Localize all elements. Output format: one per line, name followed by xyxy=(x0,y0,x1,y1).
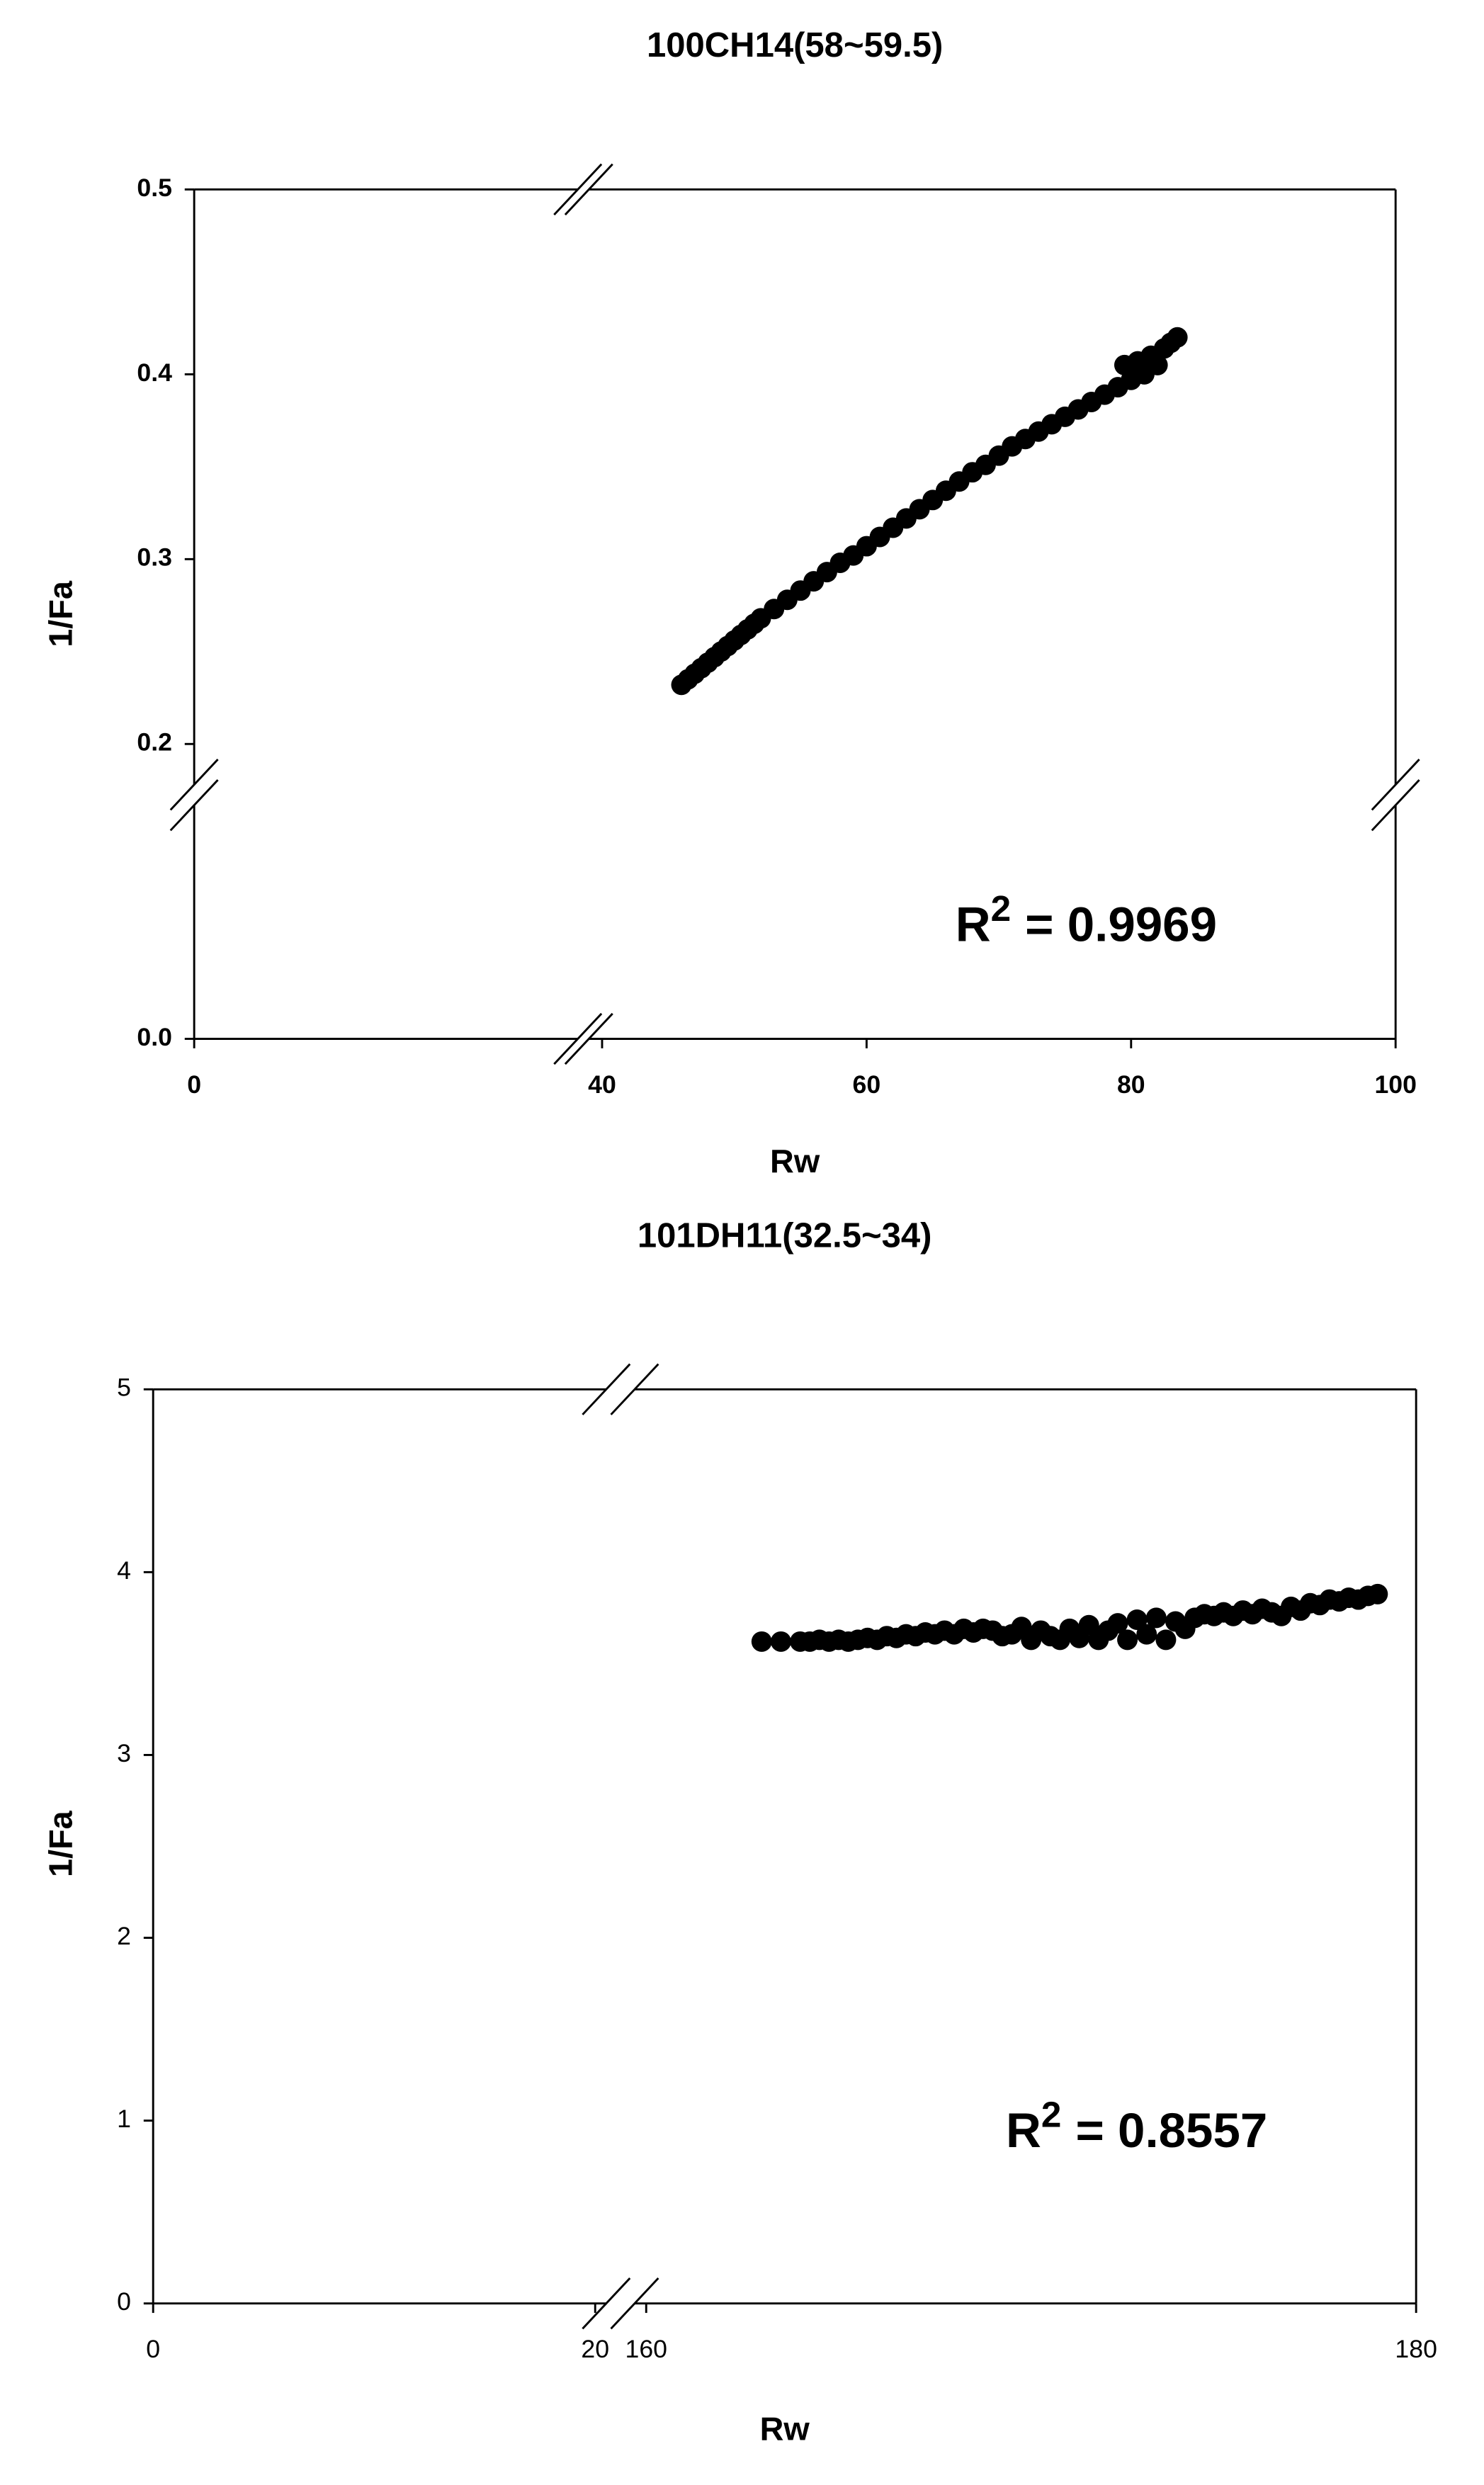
chart: 100CH14(58~59.5) Rw 1/Fa 0 40 60 80 100 0.0 0.2 0.… xyxy=(43,26,1420,1179)
y-tick-label: 3 xyxy=(117,1739,131,1767)
x-tick-label: 180 xyxy=(1395,2335,1437,2363)
axis-break xyxy=(564,163,613,216)
chart-title: 100CH14(58~59.5) xyxy=(647,26,943,64)
axis-break xyxy=(1371,779,1420,832)
annotation: R2 = 0.8557 xyxy=(1006,2094,1267,2158)
annotation-superscript: 2 xyxy=(991,888,1012,929)
axis-break xyxy=(582,1363,631,1415)
data-point xyxy=(1167,327,1188,348)
x-tick-label: 160 xyxy=(625,2335,667,2363)
y-tick-label: 4 xyxy=(117,1556,131,1585)
data-point xyxy=(1078,1614,1099,1636)
axis-break xyxy=(169,759,219,811)
annotation-superscript: 2 xyxy=(1041,2094,1062,2134)
axis-break xyxy=(610,1363,659,1415)
x-tick-label: 80 xyxy=(1117,1070,1145,1099)
x-tick-label: 60 xyxy=(853,1070,881,1099)
axis-break xyxy=(553,163,603,216)
axis-break xyxy=(553,1012,603,1065)
y-tick-label: 1 xyxy=(117,2105,131,2133)
axis-break xyxy=(169,779,219,832)
axis-break xyxy=(610,2277,659,2330)
x-tick-label: 20 xyxy=(581,2335,609,2363)
data-point xyxy=(1126,1609,1148,1630)
annotation-text: = 0.9969 xyxy=(1025,897,1217,952)
data-point xyxy=(1117,1629,1138,1651)
data-point xyxy=(1155,1629,1177,1651)
chart-title: 101DH11(32.5~34) xyxy=(638,1216,932,1255)
y-tick-label: 0.4 xyxy=(137,358,172,387)
x-axis-label: Rw xyxy=(770,1143,820,1179)
y-tick-label: 0.0 xyxy=(137,1023,172,1051)
data-point xyxy=(1136,1624,1157,1645)
annotation-base: R xyxy=(956,897,991,952)
y-tick-label: 0.3 xyxy=(137,543,172,572)
y-tick-label: 0 xyxy=(117,2287,131,2316)
axis-break xyxy=(564,1012,613,1065)
data-point xyxy=(1367,1583,1388,1604)
x-tick-label: 100 xyxy=(1374,1070,1416,1099)
y-axis-label: 1/Fa xyxy=(43,1810,79,1877)
annotation: R2 = 0.9969 xyxy=(956,888,1217,952)
y-tick-label: 0.2 xyxy=(137,728,172,757)
x-tick-label: 0 xyxy=(187,1070,201,1099)
data-point xyxy=(751,1631,772,1652)
x-axis-label: Rw xyxy=(760,2411,810,2447)
axis-break xyxy=(1371,759,1420,811)
y-tick-label: 2 xyxy=(117,1922,131,1950)
data-point xyxy=(1147,354,1168,375)
data-point xyxy=(1107,1613,1128,1634)
y-axis-label: 1/Fa xyxy=(43,580,79,647)
annotation-text: = 0.8557 xyxy=(1075,2102,1267,2158)
data-point xyxy=(770,1631,791,1652)
y-tick-label: 5 xyxy=(117,1374,131,1402)
x-tick-label: 40 xyxy=(588,1070,616,1099)
x-tick-label: 0 xyxy=(146,2335,160,2363)
axis-break xyxy=(582,2277,631,2330)
data-point xyxy=(1145,1607,1167,1629)
annotation-base: R xyxy=(1006,2102,1041,2158)
y-tick-label: 0.5 xyxy=(137,174,172,202)
